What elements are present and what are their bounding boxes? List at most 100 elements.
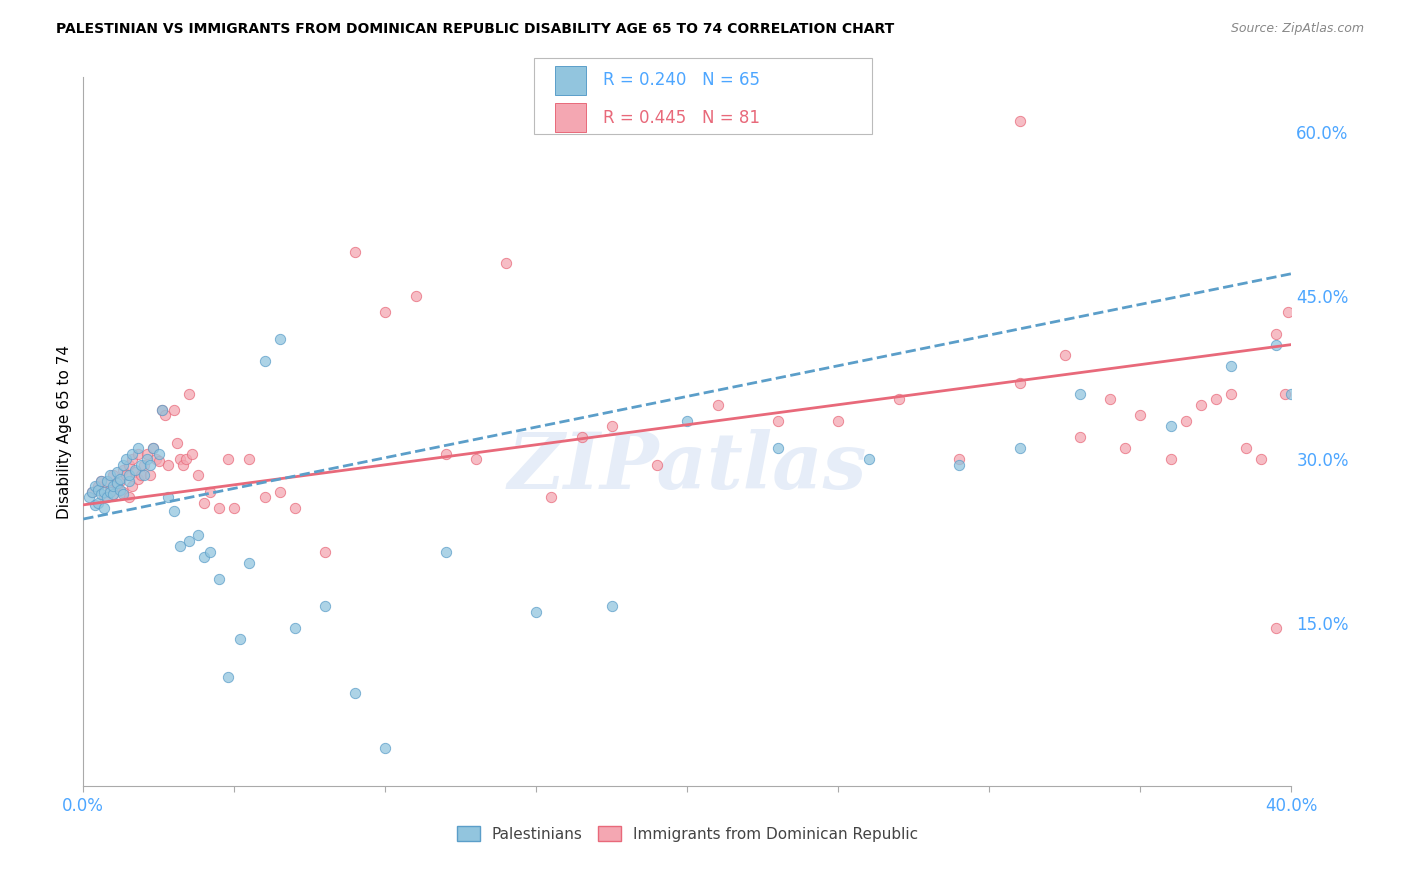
Point xyxy=(135,452,157,467)
Point xyxy=(139,468,162,483)
Point xyxy=(174,452,197,467)
Point xyxy=(600,599,623,614)
Point xyxy=(127,441,149,455)
Point xyxy=(1114,441,1136,455)
Point xyxy=(269,332,291,346)
Text: Source: ZipAtlas.com: Source: ZipAtlas.com xyxy=(1230,22,1364,36)
Point xyxy=(198,545,221,559)
Point xyxy=(766,414,789,428)
Point xyxy=(150,403,173,417)
Point xyxy=(90,474,112,488)
Point xyxy=(127,447,149,461)
Point xyxy=(121,479,143,493)
Point xyxy=(1129,409,1152,423)
Point xyxy=(169,452,191,467)
Point xyxy=(117,490,139,504)
Point xyxy=(108,472,131,486)
Point xyxy=(524,605,547,619)
Point xyxy=(1265,621,1288,635)
Point xyxy=(858,452,880,467)
Point xyxy=(948,452,970,467)
Point xyxy=(253,354,276,368)
Point xyxy=(129,468,152,483)
Point xyxy=(1008,114,1031,128)
Point xyxy=(108,474,131,488)
Point xyxy=(1174,414,1197,428)
Point xyxy=(374,305,396,319)
Point xyxy=(434,545,457,559)
Point xyxy=(1160,452,1182,467)
Point xyxy=(217,670,239,684)
Point xyxy=(887,392,910,406)
Point xyxy=(198,484,221,499)
Point xyxy=(766,441,789,455)
Point xyxy=(676,414,699,428)
Text: PALESTINIAN VS IMMIGRANTS FROM DOMINICAN REPUBLIC DISABILITY AGE 65 TO 74 CORREL: PALESTINIAN VS IMMIGRANTS FROM DOMINICAN… xyxy=(56,22,894,37)
Point xyxy=(187,528,209,542)
Point xyxy=(166,435,188,450)
Point xyxy=(177,533,200,548)
Point xyxy=(87,496,110,510)
Point xyxy=(600,419,623,434)
Point xyxy=(139,458,162,472)
Point xyxy=(148,454,170,468)
Point xyxy=(114,452,136,467)
Point xyxy=(93,490,115,504)
Point xyxy=(90,487,112,501)
Point xyxy=(96,476,118,491)
Point xyxy=(1250,452,1272,467)
Point xyxy=(129,458,152,472)
Point xyxy=(100,468,122,483)
Point xyxy=(148,447,170,461)
Point xyxy=(132,468,155,483)
Point xyxy=(96,490,118,504)
Point xyxy=(117,468,139,483)
Point xyxy=(96,474,118,488)
Point xyxy=(117,458,139,472)
Point xyxy=(82,484,104,499)
Point xyxy=(103,487,125,501)
Point xyxy=(1274,386,1296,401)
Point xyxy=(121,452,143,467)
Point xyxy=(103,479,125,493)
Point xyxy=(103,487,125,501)
Point xyxy=(114,468,136,483)
Point xyxy=(84,479,107,493)
Point xyxy=(238,556,260,570)
Point xyxy=(79,490,101,504)
Point xyxy=(208,501,231,516)
Point xyxy=(142,441,165,455)
Point xyxy=(217,452,239,467)
Point xyxy=(93,484,115,499)
Point xyxy=(177,386,200,401)
Point xyxy=(405,288,427,302)
Point xyxy=(314,545,336,559)
Point xyxy=(706,398,728,412)
Point xyxy=(434,447,457,461)
Point xyxy=(1281,386,1303,401)
Point xyxy=(1220,359,1243,374)
Point xyxy=(124,465,146,479)
Point xyxy=(100,484,122,499)
Point xyxy=(163,403,186,417)
Point xyxy=(105,479,128,493)
Text: ZIPatlas: ZIPatlas xyxy=(508,429,868,506)
Point xyxy=(150,403,173,417)
Point xyxy=(540,490,562,504)
Point xyxy=(156,458,179,472)
Point xyxy=(1220,386,1243,401)
Point xyxy=(111,487,134,501)
Point xyxy=(105,476,128,491)
Point xyxy=(111,484,134,499)
Point xyxy=(163,504,186,518)
Point xyxy=(181,447,204,461)
Point xyxy=(827,414,849,428)
Point xyxy=(1069,386,1091,401)
Point xyxy=(1277,305,1299,319)
Point xyxy=(124,463,146,477)
Point xyxy=(284,501,307,516)
Point xyxy=(948,458,970,472)
Text: R = 0.445   N = 81: R = 0.445 N = 81 xyxy=(603,109,761,127)
Point xyxy=(571,430,593,444)
Point xyxy=(187,468,209,483)
